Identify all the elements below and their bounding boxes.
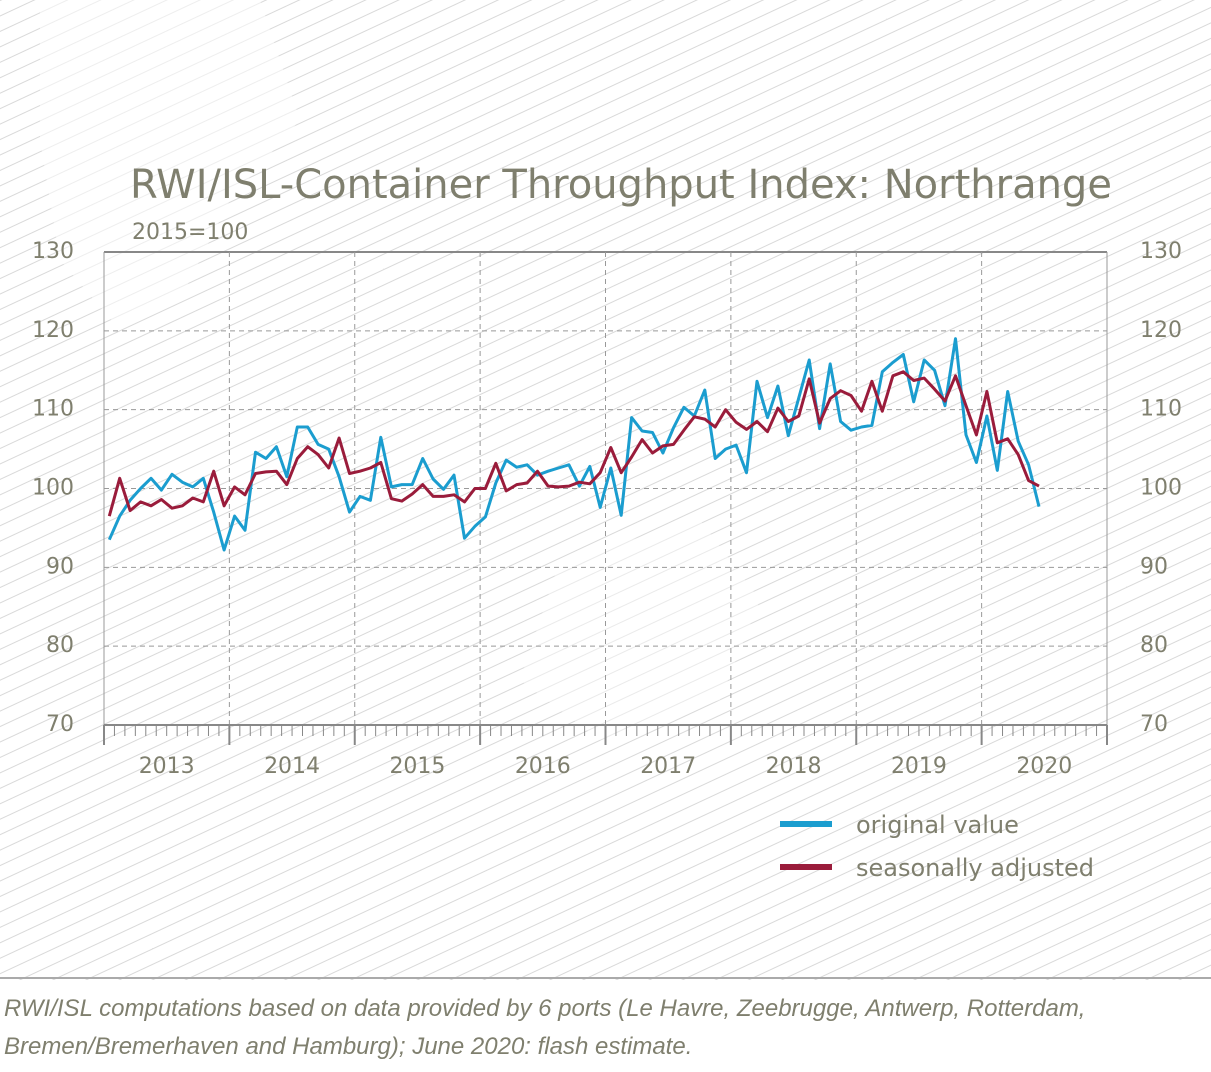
x-tick-label: 2020 bbox=[1016, 754, 1072, 779]
x-tick-label: 2016 bbox=[515, 754, 571, 779]
chart-title: RWI/ISL-Container Throughput Index: Nort… bbox=[130, 162, 1112, 208]
y2-tick-label: 70 bbox=[1140, 712, 1168, 737]
x-tick-label: 2015 bbox=[389, 754, 445, 779]
y2-tick-label: 80 bbox=[1140, 633, 1168, 658]
y-tick-label: 110 bbox=[32, 397, 74, 422]
y2-tick-label: 110 bbox=[1140, 397, 1182, 422]
x-tick-label: 2017 bbox=[640, 754, 696, 779]
y-tick-label: 90 bbox=[46, 554, 74, 579]
y-tick-label: 100 bbox=[32, 476, 74, 501]
x-tick-label: 2013 bbox=[139, 754, 195, 779]
y2-tick-label: 100 bbox=[1140, 476, 1182, 501]
legend-label: seasonally adjusted bbox=[856, 854, 1094, 882]
map-shape bbox=[520, 520, 760, 740]
data-line bbox=[107, 370, 1040, 517]
footnote: RWI/ISL computations based on data provi… bbox=[4, 995, 1086, 1060]
y-tick-label: 120 bbox=[32, 318, 74, 343]
y2-tick-label: 120 bbox=[1140, 318, 1182, 343]
y-tick-label: 80 bbox=[46, 633, 74, 658]
x-tick-label: 2019 bbox=[891, 754, 947, 779]
chart-subtitle: 2015=100 bbox=[132, 220, 248, 245]
x-tick-label: 2014 bbox=[264, 754, 320, 779]
map-shape bbox=[40, 0, 300, 330]
y-tick-label: 70 bbox=[46, 712, 74, 737]
legend-label: original value bbox=[856, 811, 1019, 839]
data-line bbox=[107, 337, 1041, 552]
chart: RWI/ISL-Container Throughput Index: Nort… bbox=[0, 0, 1211, 980]
x-tick-label: 2018 bbox=[766, 754, 822, 779]
y-tick-label: 130 bbox=[32, 239, 74, 264]
y2-tick-label: 90 bbox=[1140, 554, 1168, 579]
y2-tick-label: 130 bbox=[1140, 239, 1182, 264]
